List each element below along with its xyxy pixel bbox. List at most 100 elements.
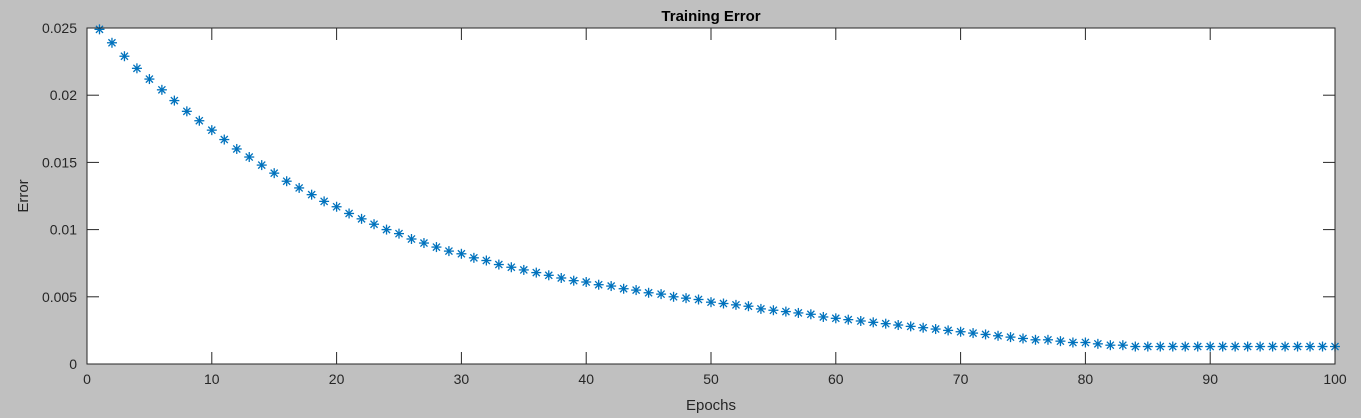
x-tick-label: 20 <box>329 371 345 387</box>
data-point <box>1067 337 1078 348</box>
data-point <box>1105 340 1116 351</box>
data-point <box>855 315 866 326</box>
data-point <box>668 291 679 302</box>
data-point <box>1217 341 1228 352</box>
data-point <box>818 311 829 322</box>
x-tick-label: 30 <box>454 371 470 387</box>
data-point <box>1280 341 1291 352</box>
data-point <box>930 324 941 335</box>
data-point <box>181 106 192 117</box>
data-point <box>893 320 904 331</box>
data-point <box>418 238 429 249</box>
x-tick-label: 90 <box>1202 371 1218 387</box>
y-tick-label: 0.025 <box>42 20 77 36</box>
markers-layer <box>94 24 1340 352</box>
data-point <box>793 307 804 318</box>
data-point <box>755 303 766 314</box>
data-point <box>456 248 467 259</box>
data-point <box>1317 341 1328 352</box>
data-point <box>868 317 879 328</box>
data-point <box>830 313 841 324</box>
data-point <box>443 246 454 257</box>
data-point <box>331 201 342 212</box>
x-tick-label: 50 <box>703 371 719 387</box>
data-point <box>955 326 966 337</box>
data-point <box>768 305 779 316</box>
data-point <box>656 289 667 300</box>
x-tick-label: 100 <box>1323 371 1347 387</box>
y-tick-label: 0.015 <box>42 154 77 170</box>
data-point <box>743 301 754 312</box>
x-tick-label: 10 <box>204 371 220 387</box>
data-point <box>156 84 167 95</box>
y-tick-label: 0.01 <box>50 222 77 238</box>
data-point <box>381 224 392 235</box>
x-tick-label: 80 <box>1078 371 1094 387</box>
data-point <box>294 182 305 193</box>
data-point <box>269 168 280 179</box>
data-point <box>344 208 355 219</box>
data-point <box>1155 341 1166 352</box>
data-point <box>1092 338 1103 349</box>
data-point <box>231 143 242 154</box>
data-point <box>356 213 367 224</box>
data-point <box>968 328 979 339</box>
plot-area <box>87 28 1335 364</box>
data-point <box>1205 341 1216 352</box>
data-point <box>1267 341 1278 352</box>
y-axis-label: Error <box>15 179 32 212</box>
data-point <box>1030 334 1041 345</box>
data-point <box>905 321 916 332</box>
data-point <box>1117 340 1128 351</box>
data-point <box>194 115 205 126</box>
data-point <box>281 176 292 187</box>
data-point <box>431 242 442 253</box>
chart-title: Training Error <box>661 8 760 25</box>
data-point <box>1230 341 1241 352</box>
data-point <box>206 125 217 136</box>
data-point <box>1180 341 1191 352</box>
data-point <box>631 285 642 296</box>
data-point <box>543 270 554 281</box>
data-point <box>169 95 180 106</box>
data-point <box>918 322 929 333</box>
data-point <box>606 281 617 292</box>
ticks-layer: 0 10 20 30 40 50 60 70 80 90 100 0 0.005 0.01 0.015 0.0… <box>42 20 1347 387</box>
data-point <box>531 267 542 278</box>
data-point <box>1042 334 1053 345</box>
data-point <box>468 252 479 263</box>
data-point <box>593 279 604 290</box>
data-point <box>306 189 317 200</box>
data-point <box>693 294 704 305</box>
data-point <box>780 306 791 317</box>
data-point <box>1055 336 1066 347</box>
data-point <box>493 259 504 270</box>
data-point <box>506 262 517 273</box>
x-tick-label: 0 <box>83 371 91 387</box>
data-point <box>1130 341 1141 352</box>
data-point <box>1005 332 1016 343</box>
data-point <box>1305 341 1316 352</box>
data-point <box>1192 341 1203 352</box>
data-point <box>718 298 729 309</box>
data-point <box>219 134 230 145</box>
data-point <box>119 51 130 62</box>
data-point <box>1018 333 1028 344</box>
y-tick-label: 0.02 <box>50 87 77 103</box>
data-point <box>568 275 579 286</box>
data-point <box>1167 341 1178 352</box>
y-tick-label: 0.005 <box>42 289 77 305</box>
data-point <box>1142 341 1153 352</box>
x-tick-label: 70 <box>953 371 969 387</box>
data-point <box>706 297 716 308</box>
x-tick-label: 60 <box>828 371 844 387</box>
x-axis-label: Epochs <box>686 397 736 414</box>
data-point <box>1242 341 1253 352</box>
data-point <box>1080 337 1091 348</box>
data-point <box>643 287 654 298</box>
data-point <box>319 196 330 207</box>
data-point <box>1292 341 1303 352</box>
data-point <box>518 264 529 275</box>
